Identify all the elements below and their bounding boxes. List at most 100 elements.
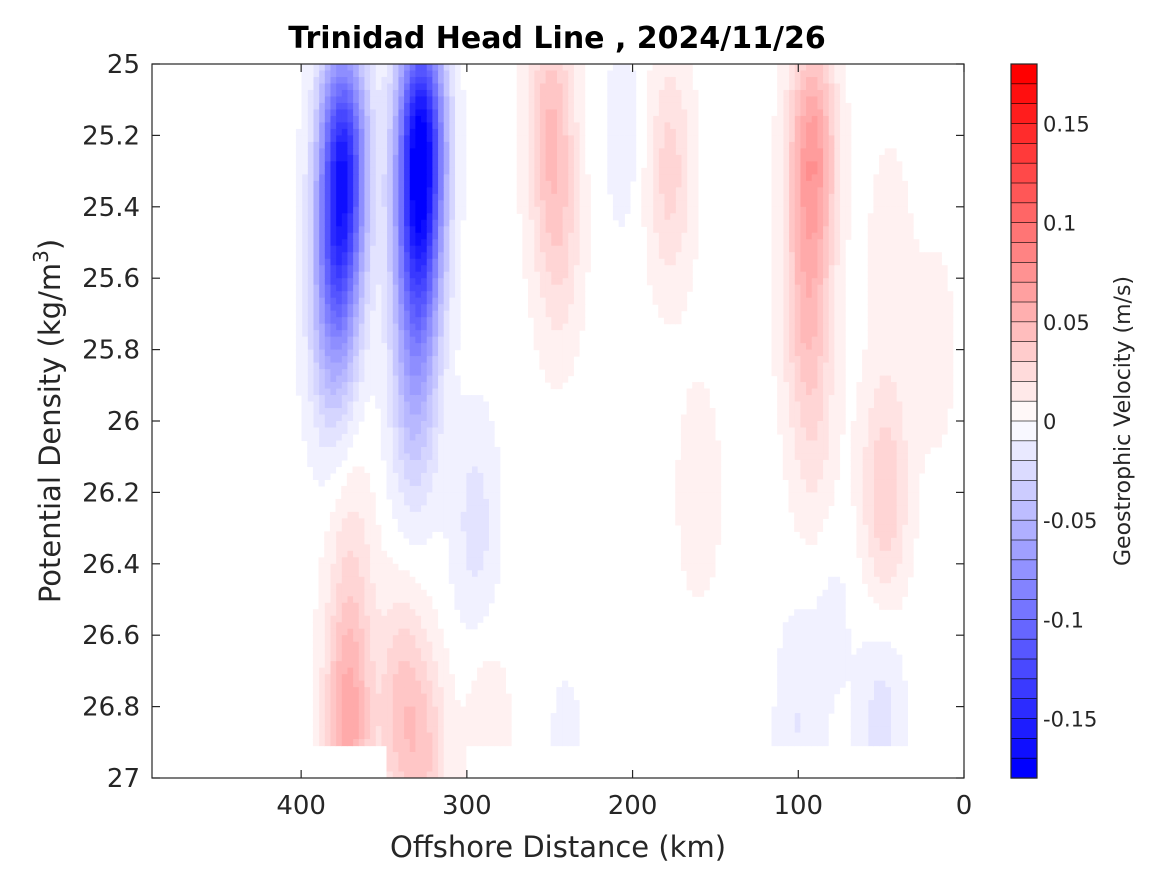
heat-cell: [918, 421, 925, 429]
heat-cell: [629, 174, 637, 182]
heat-cell: [788, 615, 795, 623]
heat-cell: [680, 472, 688, 481]
heat-cell: [680, 278, 688, 286]
heat-cell: [431, 330, 439, 338]
heat-cell: [562, 64, 569, 72]
heat-cell: [392, 498, 399, 506]
heat-cell: [901, 713, 908, 721]
heat-cell: [788, 154, 795, 162]
heat-cell: [437, 648, 444, 656]
heat-cell: [550, 148, 557, 156]
heat-cell: [618, 154, 625, 162]
heat-cell: [397, 388, 405, 396]
heat-cell: [578, 213, 586, 221]
heat-cell: [901, 271, 908, 279]
heat-cell: [833, 128, 841, 136]
heat-cell: [884, 596, 891, 604]
heat-cell: [686, 122, 693, 130]
heat-cell: [550, 343, 557, 351]
heat-cell: [618, 96, 625, 104]
heat-cell: [850, 498, 858, 506]
heat-cell: [397, 343, 405, 351]
heat-cell: [471, 687, 478, 695]
heat-cell: [562, 297, 569, 305]
heat-cell: [403, 291, 410, 299]
heat-cell: [550, 115, 557, 124]
heat-cell: [482, 440, 489, 448]
heat-cell: [930, 284, 937, 292]
heat-cell: [947, 323, 954, 331]
heat-cell: [822, 187, 829, 195]
heat-cell: [556, 317, 563, 325]
heat-cell: [788, 200, 795, 208]
heat-cell: [426, 330, 433, 338]
heat-cell: [629, 122, 637, 130]
heat-cell: [397, 89, 405, 98]
heat-cell: [692, 563, 699, 571]
heat-cell: [477, 589, 484, 597]
heat-cell: [822, 102, 829, 111]
heat-cell: [669, 304, 676, 312]
heat-cell: [873, 356, 880, 364]
heat-cell: [782, 252, 790, 260]
heat-cell: [663, 206, 671, 214]
heat-cell: [397, 667, 405, 675]
heat-cell: [437, 752, 444, 760]
heat-cell: [867, 440, 875, 448]
heat-cell: [930, 362, 937, 370]
heat-cell: [924, 271, 931, 279]
heat-cell: [437, 252, 444, 260]
heat-cell: [850, 706, 858, 714]
heat-cell: [403, 628, 410, 636]
heat-cell: [448, 226, 456, 234]
heat-cell: [884, 485, 891, 493]
heat-cell: [397, 232, 405, 240]
heat-cell: [890, 297, 897, 305]
heat-cell: [873, 382, 880, 390]
heat-cell: [567, 719, 574, 727]
heat-cell: [918, 284, 925, 292]
heat-cell: [663, 135, 671, 143]
heat-cell: [686, 128, 693, 136]
heat-cell: [414, 382, 422, 390]
heat-cell: [465, 726, 473, 734]
heat-cell: [652, 284, 659, 292]
heat-cell: [794, 232, 801, 240]
heat-cell: [777, 64, 784, 72]
heat-cell: [414, 70, 422, 78]
heat-cell: [816, 219, 824, 227]
heat-cell: [816, 180, 824, 188]
heat-cell: [771, 356, 778, 364]
heat-cell: [380, 252, 388, 260]
heat-cell: [426, 213, 433, 221]
heat-cell: [828, 687, 835, 695]
heat-cell: [392, 745, 399, 753]
heat-cell: [669, 141, 676, 149]
heat-cell: [420, 680, 427, 688]
heat-cell: [896, 226, 903, 234]
heat-cell: [822, 200, 829, 208]
heat-cell: [686, 395, 693, 403]
heat-cell: [533, 128, 540, 136]
heat-cell: [845, 187, 852, 195]
heat-cell: [612, 148, 620, 156]
heat-cell: [850, 421, 858, 429]
heat-cell: [935, 362, 942, 370]
heat-cell: [884, 433, 891, 442]
heat-cell: [567, 64, 574, 72]
heat-cell: [930, 395, 937, 403]
heat-cell: [896, 732, 903, 740]
heat-cell: [550, 89, 557, 98]
heat-cell: [675, 511, 682, 519]
heat-cell: [448, 674, 456, 682]
heat-cell: [386, 200, 393, 208]
heat-cell: [799, 271, 807, 279]
heat-cell: [805, 414, 812, 422]
heat-cell: [867, 245, 875, 253]
heat-cell: [392, 317, 399, 325]
heat-cell: [460, 524, 467, 532]
heat-cell: [896, 479, 903, 487]
heat-cell: [816, 96, 824, 104]
heat-cell: [692, 544, 699, 552]
heat-cell: [828, 122, 835, 130]
